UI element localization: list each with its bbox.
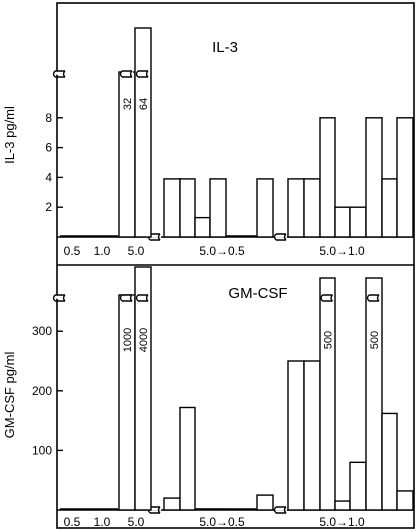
gmcsf-y-ticks: 100 200 300 (32, 294, 66, 457)
il3-x-labels: 0.5 1.0 5.0 5.0→0.5 5.0→1.0 (64, 244, 365, 258)
il3-y-ticks: 2 4 6 8 (45, 70, 66, 214)
gmcsf-bar-4-6 (381, 412, 398, 511)
gmcsf-y-tick-label-0: 100 (32, 443, 52, 457)
il3-title: IL-3 (212, 39, 238, 56)
il3-y-tick-label-1: 4 (45, 170, 52, 184)
gmcsf-bars: 1000 4000 500 500 (57, 266, 414, 514)
il3-bar-2-1 (134, 27, 152, 238)
gmcsf-bar-4-5-break-lines (369, 294, 379, 302)
il3-bar-4-7 (396, 117, 414, 238)
il3-y-tick-label-3: 8 (45, 111, 52, 125)
il3-y-break-lines (55, 70, 65, 78)
gmcsf-y-tick-label-2: 300 (32, 324, 52, 338)
il3-bar-2-0-break-lines (122, 70, 132, 78)
gmcsf-bar-3-1 (179, 406, 196, 511)
gmcsf-y-break-lines (55, 294, 65, 302)
gmcsf-title: GM-CSF (228, 285, 287, 302)
gmcsf-x-break-1-lines (276, 506, 286, 514)
gmcsf-x-label-0: 0.5 (64, 515, 81, 529)
gmcsf-bar-4-2 (319, 277, 336, 511)
il3-bar-2-1-value-label: 64 (138, 98, 150, 110)
gmcsf-x-label-4: 5.0→1.0 (319, 515, 365, 529)
gmcsf-x-label-3: 5.0→0.5 (199, 515, 245, 529)
il3-bar-3-0 (163, 178, 181, 238)
gmcsf-bar-4-2-break-lines (322, 294, 333, 302)
gmcsf-x-label-2: 5.0 (128, 515, 145, 529)
il3-x-label-1: 1.0 (94, 244, 111, 258)
il3-y-tick-label-2: 6 (45, 141, 52, 155)
il3-y-axis-label: IL-3 pg/ml (2, 106, 17, 164)
gmcsf-bar-2-1-value-label: 4000 (138, 328, 150, 352)
gmcsf-bar-2-1-break-lines (138, 294, 148, 302)
il3-bar-3-1 (179, 178, 196, 238)
gmcsf-y-axis-label: GM-CSF pg/ml (2, 352, 17, 439)
il3-bar-4-6 (381, 178, 398, 238)
il3-bar-2-0-value-label: 32 (122, 98, 134, 110)
il3-panel: IL-3 IL-3 pg/ml 2 4 6 8 32 64 0.5 1.0 5.0 5.0→0… (2, 27, 414, 258)
il3-bar-4-2 (319, 117, 336, 238)
gmcsf-x-labels: 0.5 1.0 5.0 5.0→0.5 5.0→1.0 (64, 515, 365, 529)
gmcsf-bar-4-3 (334, 500, 351, 511)
gmcsf-bar-4-1 (303, 360, 321, 511)
gmcsf-bar-4-2-value-label: 500 (323, 331, 335, 349)
il3-bar-3-2 (194, 216, 211, 238)
il3-bar-3-5 (256, 178, 274, 238)
il3-x-label-0: 0.5 (64, 244, 81, 258)
gmcsf-bar-4-5 (365, 277, 383, 511)
gmcsf-panel: GM-CSF GM-CSF pg/ml 100 200 300 1000 4000 50… (2, 266, 414, 529)
gmcsf-bar-4-0 (287, 360, 305, 511)
gmcsf-bar-3-0 (163, 497, 181, 511)
gmcsf-bar-4-5-value-label: 500 (369, 331, 381, 349)
il3-x-break-1-lines (276, 233, 286, 241)
il3-bar-4-0 (287, 178, 305, 238)
il3-x-label-2: 5.0 (128, 244, 145, 258)
gmcsf-bar-4-7 (396, 490, 414, 511)
gmcsf-bar-2-0-value-label: 1000 (122, 328, 134, 352)
gmcsf-x-label-1: 1.0 (94, 515, 111, 529)
il3-bar-2-0 (118, 71, 136, 238)
gmcsf-bar-3-5 (256, 494, 274, 511)
il3-bar-4-4 (349, 206, 367, 238)
gmcsf-bar-2-0-break-lines (122, 294, 132, 302)
il3-y-tick-label-0: 2 (45, 200, 52, 214)
gmcsf-y-tick-label-1: 200 (32, 384, 52, 398)
il3-bar-2-1-break-lines (138, 70, 148, 78)
il3-bar-3-3 (209, 178, 227, 238)
gmcsf-bar-4-4 (349, 461, 367, 511)
il3-bar-4-3 (334, 206, 351, 238)
il3-bar-4-1 (303, 178, 321, 238)
il3-x-label-3: 5.0→0.5 (199, 244, 245, 258)
gmcsf-bar-2-1 (134, 266, 152, 511)
il3-bar-4-5 (365, 117, 383, 238)
il3-bars: 32 64 (57, 27, 414, 241)
gmcsf-bar-2-0 (118, 294, 136, 511)
il3-x-label-4: 5.0→1.0 (319, 244, 365, 258)
